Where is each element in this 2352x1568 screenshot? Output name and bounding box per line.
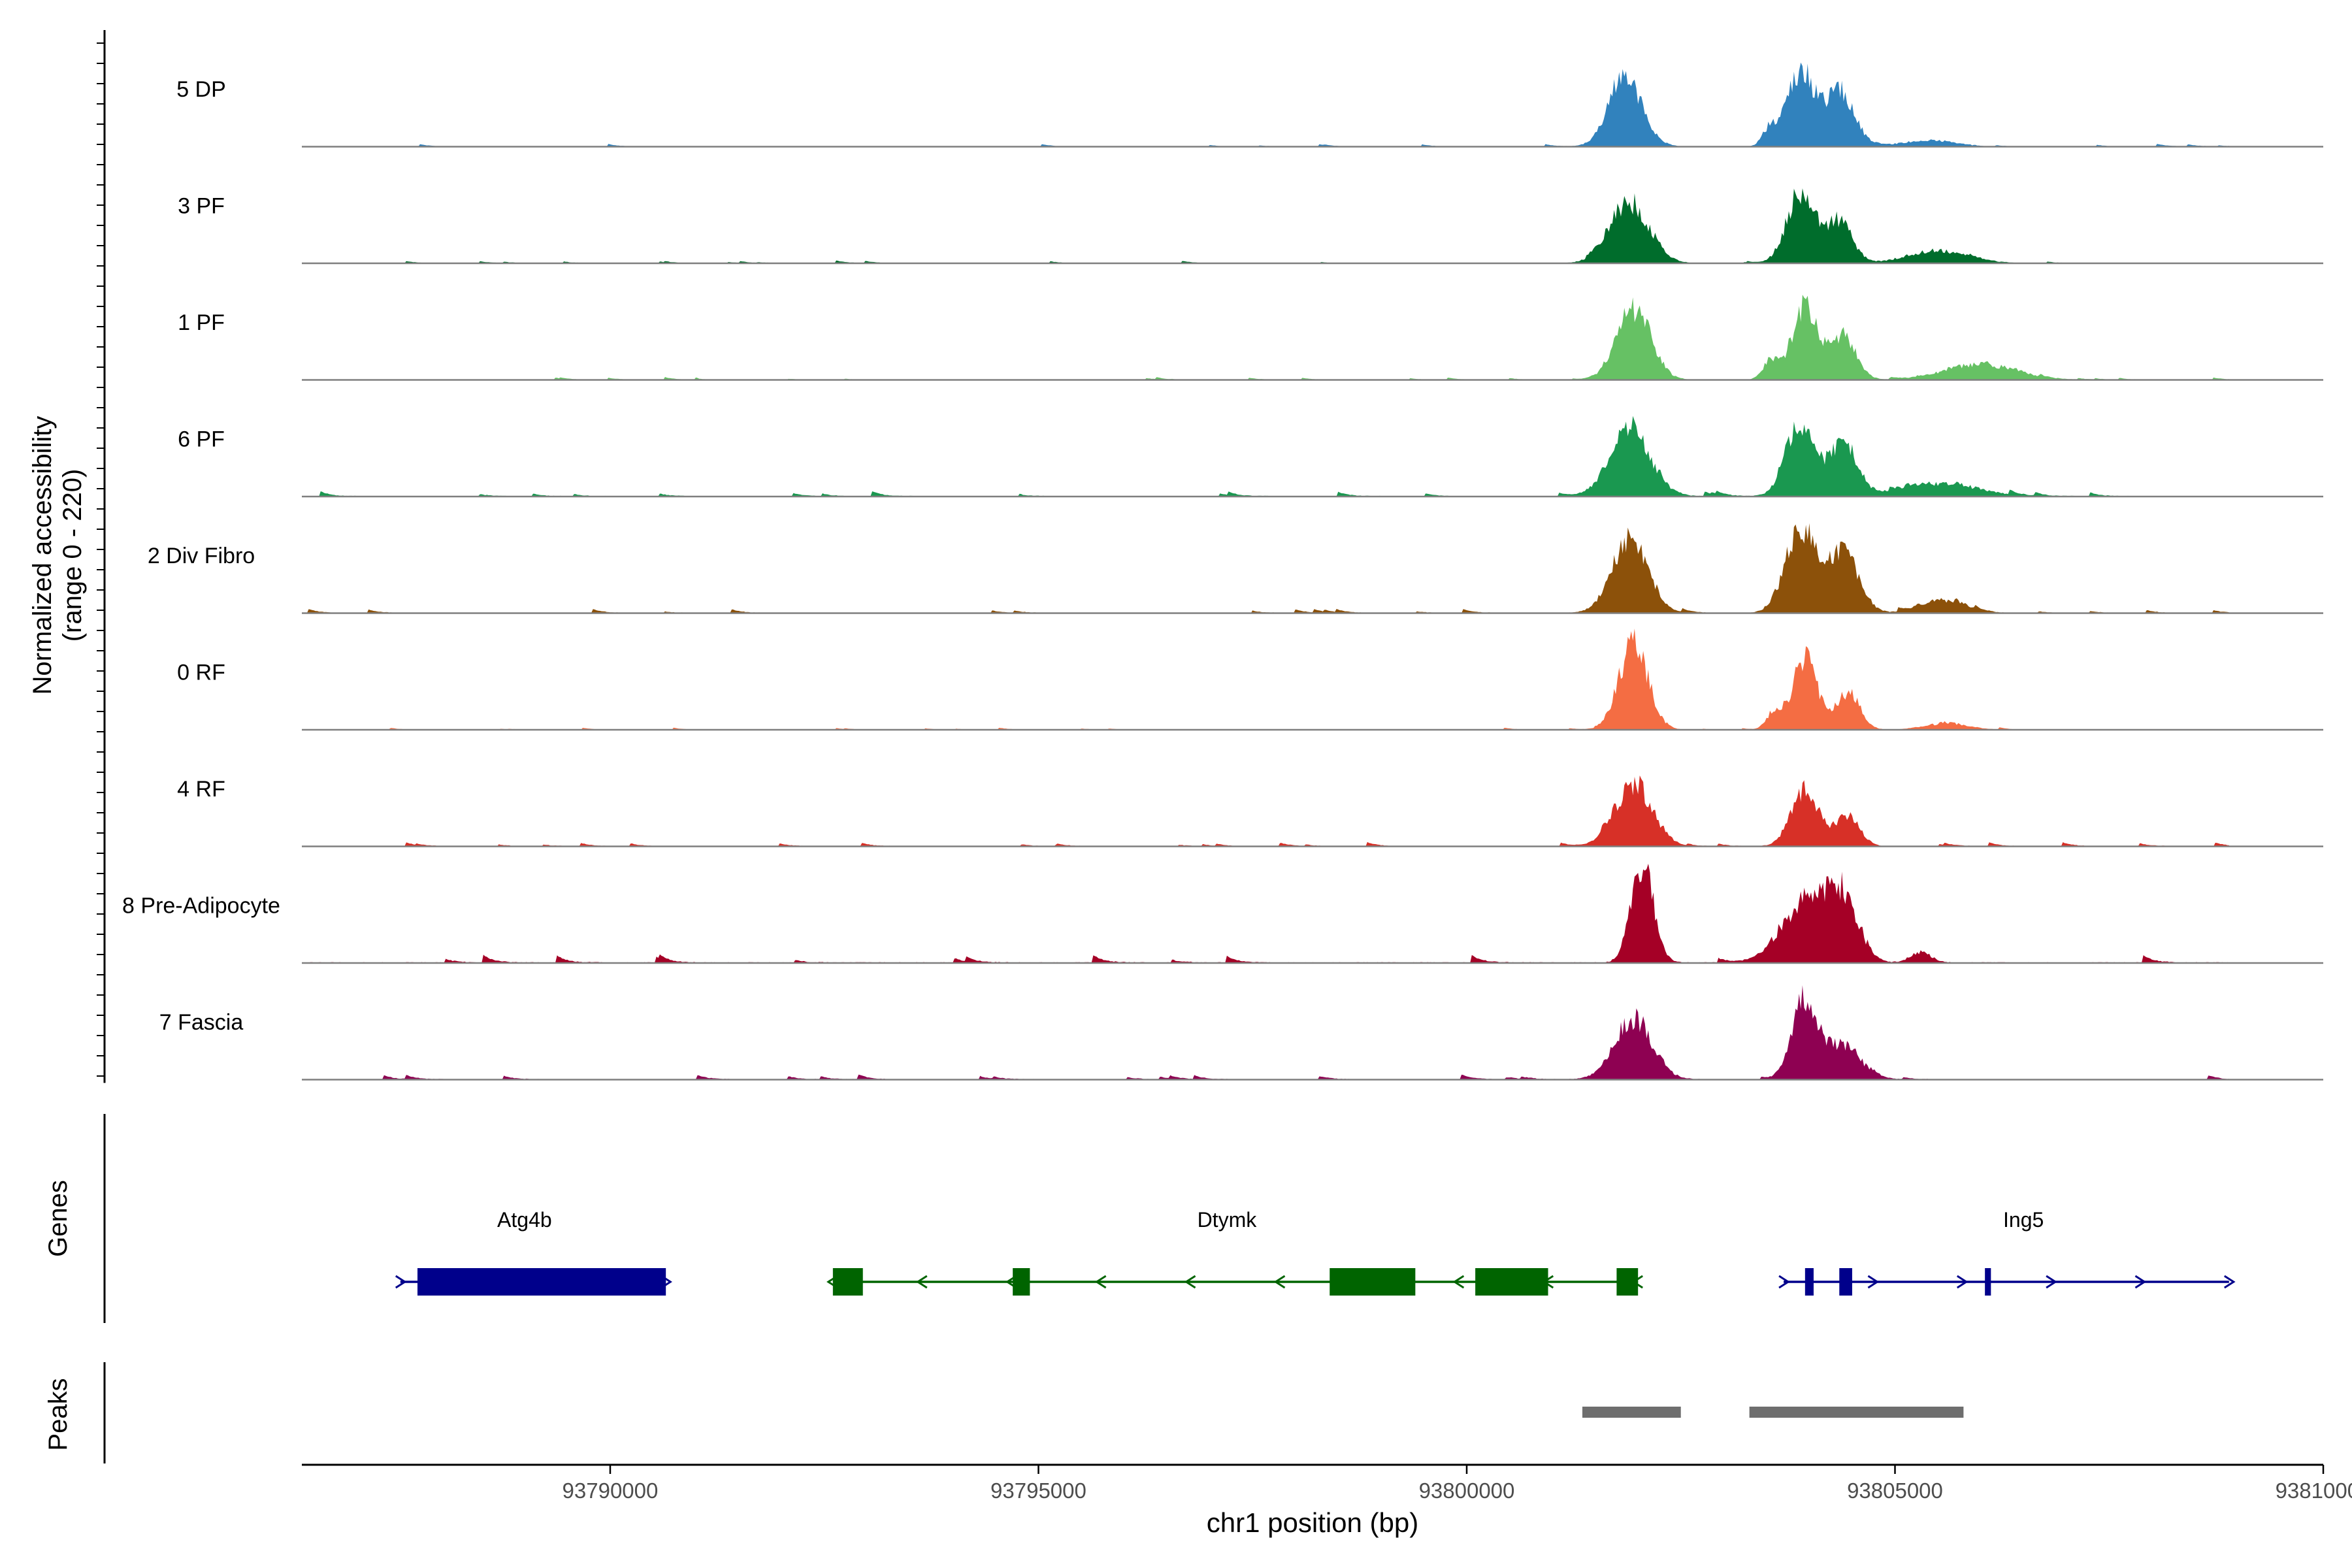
gene-label-1: Dtymk (1198, 1208, 1258, 1232)
track-label-3: 6 PF (178, 427, 225, 452)
coverage-tracks: 5 DP 3 PF 1 PF 6 PF 2 Div Fibro 0 RF 4 RF 8 Pre… (122, 62, 2323, 1081)
x-tick-label-2: 93800000 (1419, 1478, 1515, 1503)
x-tick-label-1: 93795000 (990, 1478, 1086, 1503)
exon-1-3 (1475, 1268, 1548, 1296)
y-axis-label-line2: (range 0 - 220) (58, 469, 87, 642)
track-label-1: 3 PF (178, 194, 225, 219)
coverage-area-1 (302, 188, 2229, 263)
coverage-area-3 (302, 416, 2229, 497)
exon-1-1 (1013, 1268, 1030, 1296)
peak-track: Peaks (44, 1362, 1964, 1463)
track-label-6: 4 RF (177, 777, 225, 802)
coverage-area-0 (302, 62, 2229, 147)
gene-track: Genes Atg4b Dtymk Ing5 (44, 1114, 2236, 1323)
gene-label-2: Ing5 (2003, 1208, 2044, 1232)
strand-arrow-icon (1867, 1275, 1880, 1289)
coverage-area-4 (302, 523, 2229, 613)
exon-2-2 (1985, 1268, 1991, 1296)
exon-2-1 (1839, 1268, 1852, 1296)
peak-region-1 (1749, 1407, 1964, 1418)
coverage-area-8 (302, 985, 2229, 1080)
exon-1-2 (1330, 1268, 1416, 1296)
exon-1-0 (832, 1268, 863, 1296)
x-tick-label-3: 93805000 (1847, 1478, 1943, 1503)
strand-arrow-icon (1094, 1275, 1107, 1289)
coverage-area-6 (302, 775, 2229, 847)
x-tick-label-4: 93810000 (2276, 1478, 2352, 1503)
coverage-area-7 (302, 864, 2229, 963)
gene-label-0: Atg4b (497, 1208, 552, 1232)
strand-arrow-icon (2134, 1275, 2147, 1289)
track-label-0: 5 DP (176, 77, 226, 102)
peak-region-0 (1582, 1407, 1681, 1418)
strand-arrow-icon (395, 1275, 407, 1289)
strand-arrow-icon (915, 1275, 928, 1289)
track-label-5: 0 RF (177, 661, 225, 685)
peaks-track-label: Peaks (44, 1378, 73, 1450)
track-label-2: 1 PF (178, 310, 225, 335)
track-label-4: 2 Div Fibro (148, 544, 255, 568)
x-axis: chr1 position (bp) 93790000 93795000 93800… (302, 1463, 2352, 1538)
coverage-area-2 (302, 295, 2229, 380)
strand-arrow-icon (2223, 1275, 2236, 1289)
strand-arrow-icon (1184, 1275, 1196, 1289)
strand-arrow-icon (1956, 1275, 1968, 1289)
exon-0-0 (417, 1268, 666, 1296)
strand-arrow-icon (2046, 1275, 2057, 1289)
x-tick-label-0: 93790000 (563, 1478, 659, 1503)
strand-arrow-icon (1452, 1275, 1465, 1289)
x-axis-label: chr1 position (bp) (1207, 1507, 1419, 1538)
track-label-8: 7 Fascia (159, 1010, 244, 1035)
y-axis-label-line1: Normalized accessibility (28, 416, 57, 695)
track-label-7: 8 Pre-Adipocyte (122, 894, 280, 919)
coverage-area-5 (302, 629, 2229, 730)
exon-1-4 (1616, 1268, 1639, 1296)
genes-track-label: Genes (44, 1180, 73, 1257)
y-axis: Normalized accessibility (range 0 - 220) (28, 30, 106, 1083)
strand-arrow-icon (1778, 1275, 1790, 1289)
exon-2-0 (1805, 1268, 1814, 1296)
strand-arrow-icon (1273, 1275, 1286, 1289)
